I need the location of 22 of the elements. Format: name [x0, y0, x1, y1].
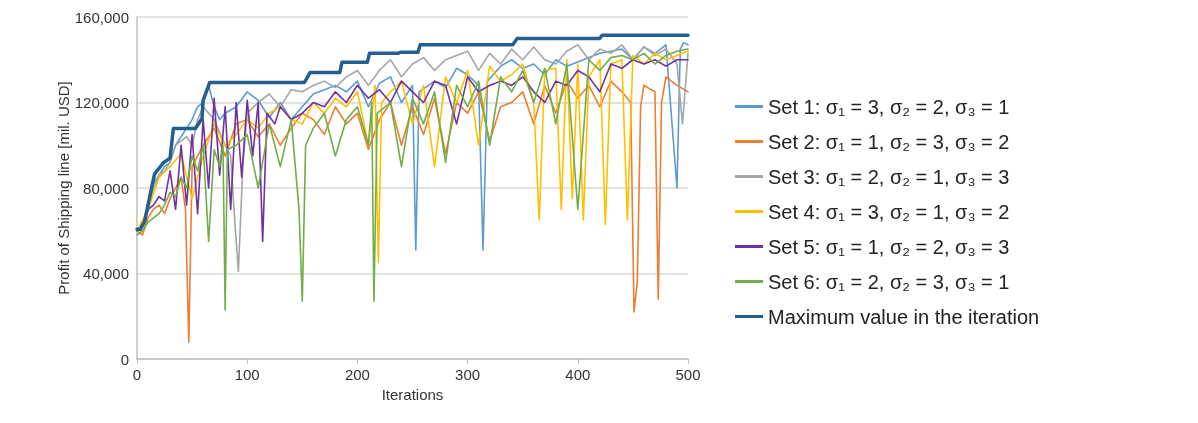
line-series — [136, 76, 689, 343]
legend-label: Set 1: σ₁ = 3, σ₂ = 2, σ₃ = 1 — [768, 95, 1010, 118]
legend-label: Set 5: σ₁ = 1, σ₂ = 2, σ₃ = 3 — [768, 235, 1010, 258]
x-tick-label: 0 — [132, 366, 142, 383]
x-tick-label: 500 — [675, 366, 701, 383]
y-tick-label: 0 — [120, 350, 129, 368]
y-tick-label: 160,000 — [74, 8, 129, 26]
y-axis-title: Profit of Shipping line [mil. USD] — [54, 81, 72, 295]
line-series — [136, 48, 689, 311]
legend-label: Set 4: σ₁ = 3, σ₂ = 1, σ₃ = 2 — [768, 200, 1010, 223]
x-axis-title: Iterations — [381, 385, 444, 403]
x-tick-label: 100 — [234, 366, 260, 383]
legend-label: Maximum value in the iteration — [768, 305, 1040, 328]
y-tick-label: 120,000 — [74, 94, 129, 111]
x-tick-label: 300 — [455, 366, 481, 383]
y-tick-label: 40,000 — [83, 265, 129, 282]
y-tick-label: 80,000 — [83, 179, 129, 197]
legend-label: Set 6: σ₁ = 2, σ₂ = 3, σ₃ = 1 — [768, 270, 1010, 293]
x-tick-label: 200 — [344, 366, 370, 383]
x-tick-label: 400 — [565, 366, 591, 383]
legend-label: Set 2: σ₁ = 1, σ₂ = 3, σ₃ = 2 — [768, 130, 1010, 153]
legend-label: Set 3: σ₁ = 2, σ₂ = 1, σ₃ = 3 — [768, 165, 1010, 188]
